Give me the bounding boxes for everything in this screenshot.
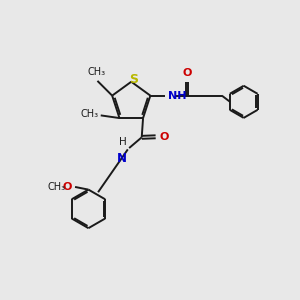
Text: S: S: [129, 73, 138, 86]
Text: O: O: [63, 182, 72, 192]
Text: O: O: [160, 132, 169, 142]
Text: O: O: [182, 68, 192, 79]
Text: NH: NH: [168, 91, 187, 100]
Text: H: H: [119, 137, 127, 147]
Text: N: N: [116, 152, 127, 165]
Text: CH₃: CH₃: [48, 182, 66, 192]
Text: CH₃: CH₃: [87, 67, 105, 77]
Text: CH₃: CH₃: [80, 109, 99, 119]
